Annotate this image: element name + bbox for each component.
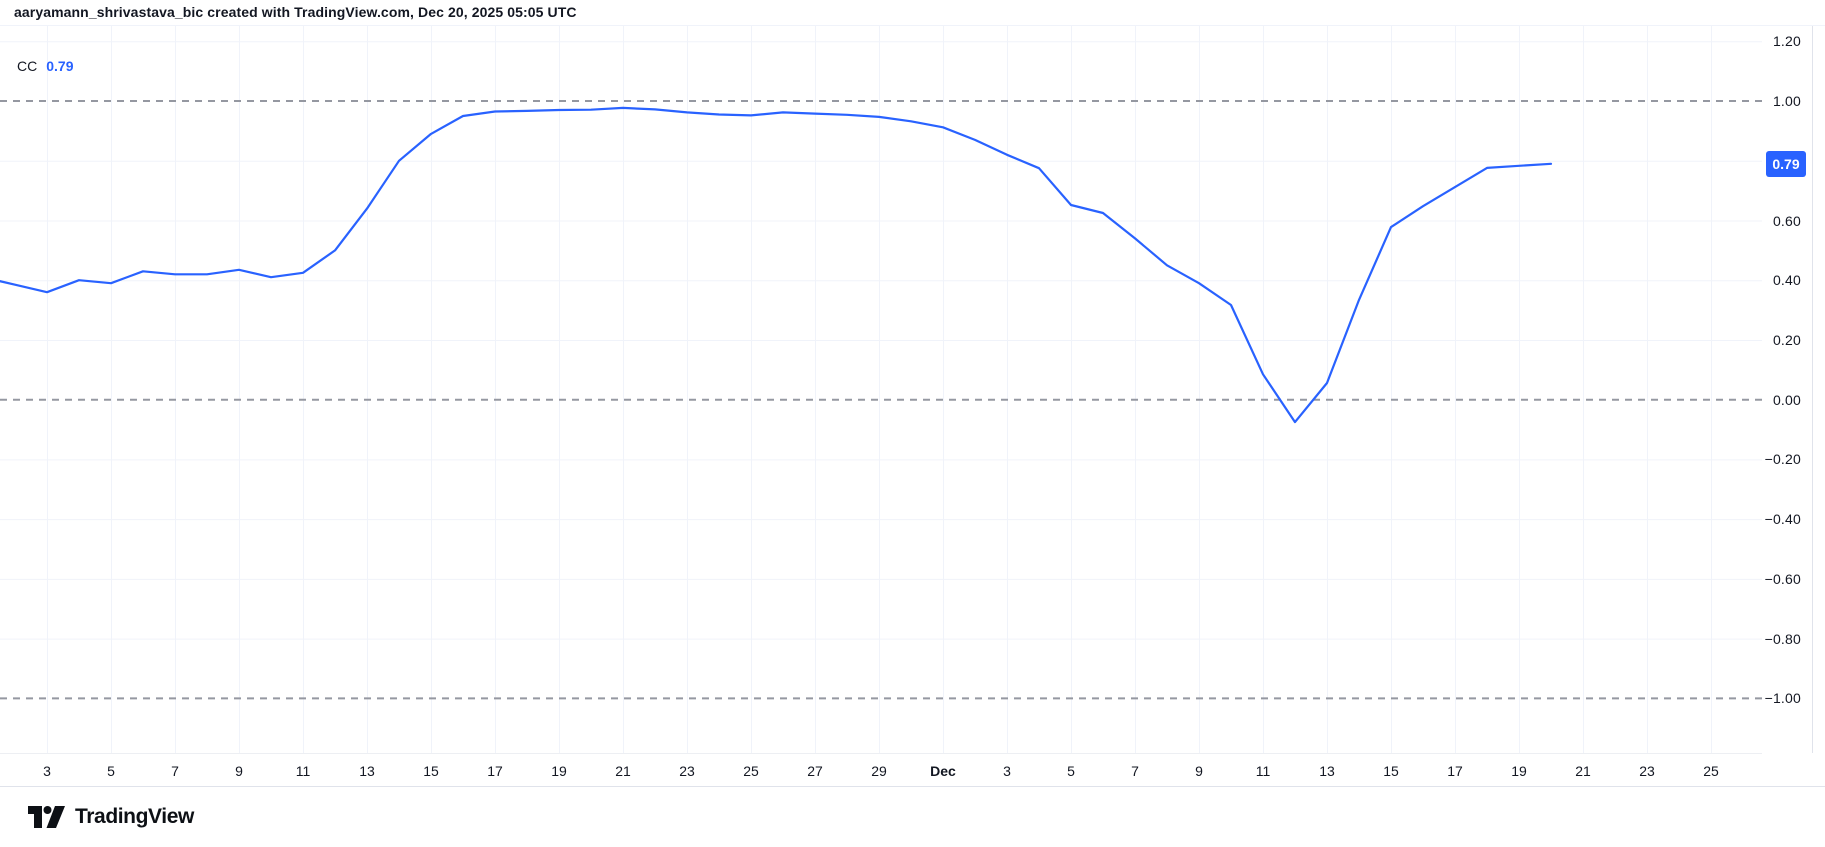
time-tick-label: 7 [171,763,179,779]
time-tick-label: 3 [1003,763,1011,779]
price-tick-label: −1.00 [1764,690,1801,707]
time-tick-label: 25 [743,763,759,779]
time-tick-label: 7 [1131,763,1139,779]
price-tick-label: −0.80 [1764,630,1801,647]
price-tick-label: 1.20 [1772,33,1801,50]
horizontal-gridlines [0,41,1762,640]
time-tick-label: 23 [679,763,695,779]
time-tick-label: 11 [1255,763,1271,779]
time-tick-label: 13 [1319,763,1335,779]
time-tick-label: 15 [423,763,439,779]
tradingview-logo[interactable]: TradingView [28,805,194,829]
snapshot-title: aaryamann_shrivastava_bic created with T… [14,4,577,20]
indicator-value-label: 0.79 [46,58,74,74]
cc-line-series[interactable] [0,106,1553,424]
price-scale[interactable]: 0.79 1.20 1.00 0.60 0.40 0.20 0.00 −0.20 −0.40 −… [1762,0,1825,787]
price-tick-label: 0.20 [1772,331,1801,348]
time-tick-label: 27 [807,763,823,779]
chart-canvas [0,26,1762,753]
time-tick-label: 21 [615,763,631,779]
time-tick-label: 9 [235,763,243,779]
footer-bar: TradingView [0,787,1825,847]
time-tick-label: 5 [1067,763,1075,779]
time-tick-label: 17 [487,763,503,779]
time-tick-label: 17 [1447,763,1463,779]
time-tick-label: 9 [1195,763,1203,779]
chart-pane[interactable]: CC 0.79 [0,26,1762,753]
vertical-gridlines [47,26,1712,753]
time-tick-label: 3 [43,763,51,779]
time-tick-label: 29 [871,763,887,779]
time-tick-label: 25 [1703,763,1719,779]
time-tick-label-month: Dec [930,763,956,779]
tradingview-logo-text: TradingView [75,805,194,828]
time-tick-label: 19 [1511,763,1527,779]
snapshot-title-bar: aaryamann_shrivastava_bic created with T… [0,0,1825,26]
time-tick-label: 15 [1383,763,1399,779]
time-tick-label: 19 [551,763,567,779]
price-tick-label: −0.20 [1764,451,1801,468]
price-tick-label: −0.60 [1764,570,1801,587]
indicator-abbr-label: CC [17,58,38,74]
price-tick-label: 0.60 [1772,212,1801,229]
time-tick-label: 11 [295,763,311,779]
price-tick-label: −0.40 [1764,511,1801,528]
time-tick-label: 5 [107,763,115,779]
price-tick-label: 1.00 [1772,93,1801,110]
time-tick-label: 21 [1575,763,1591,779]
time-scale[interactable]: 3 5 7 9 11 13 15 17 19 21 23 25 27 29 Dec 3 5 7 9 11 13 15 17 1… [0,753,1825,787]
tradingview-logo-icon [28,805,65,828]
last-value-badge: 0.79 [1766,150,1806,177]
time-tick-label: 13 [359,763,375,779]
dashed-level-lines [0,100,1762,700]
indicator-legend[interactable]: CC 0.79 [17,58,73,74]
price-tick-label: 0.40 [1772,272,1801,289]
time-tick-label: 23 [1639,763,1655,779]
price-tick-label: 0.00 [1772,391,1801,408]
